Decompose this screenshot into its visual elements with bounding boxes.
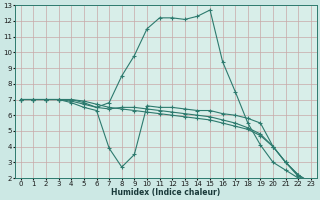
X-axis label: Humidex (Indice chaleur): Humidex (Indice chaleur): [111, 188, 220, 197]
